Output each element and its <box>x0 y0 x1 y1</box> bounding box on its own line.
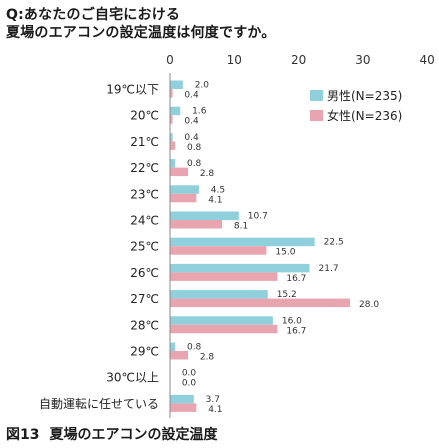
value-label-female: 4.1 <box>208 405 222 415</box>
bar-male <box>170 185 199 194</box>
legend-swatch-male <box>310 90 323 101</box>
question-title-line-2: 夏場のエアコンの設定温度は何度ですか。 <box>6 25 276 41</box>
value-label-male: 15.2 <box>277 290 297 300</box>
bar-male <box>170 342 176 351</box>
value-label-female: 0.4 <box>184 117 199 127</box>
bar-female <box>170 193 197 203</box>
figure-number: 図13 <box>6 427 40 443</box>
bar-female <box>170 141 176 150</box>
value-label-male: 0.0 <box>182 369 197 379</box>
bar-female <box>170 246 267 255</box>
category-label: 29℃ <box>130 345 159 359</box>
category-label: 20℃ <box>130 109 159 123</box>
value-label-male: 3.7 <box>206 395 220 405</box>
value-label-male: 4.5 <box>211 185 225 195</box>
category-label: 27℃ <box>130 292 159 306</box>
value-label-male: 0.4 <box>184 133 199 143</box>
value-label-female: 16.7 <box>286 274 306 284</box>
bar-male <box>170 211 239 220</box>
bar-female <box>170 220 223 229</box>
bar-male <box>170 237 315 247</box>
category-label: 26℃ <box>130 266 159 280</box>
category-label: 28℃ <box>130 318 159 332</box>
category-label: 24℃ <box>130 214 159 228</box>
legend-label-male: 男性(N=235) <box>327 89 402 103</box>
value-label-female: 8.1 <box>234 222 248 232</box>
x-tick-label: 0 <box>166 53 174 67</box>
value-label-female: 0.8 <box>187 143 202 153</box>
value-label-female: 0.4 <box>184 91 199 101</box>
x-tick-label: 20 <box>291 53 306 67</box>
value-label-male: 16.0 <box>282 316 302 326</box>
category-label: 21℃ <box>130 135 159 149</box>
bar-female <box>170 115 173 124</box>
question-title-line-1: Q:あなたのご自宅における <box>6 7 181 23</box>
bar-female <box>170 403 197 412</box>
value-label-male: 2.0 <box>195 81 210 91</box>
x-tick-label: 40 <box>420 53 435 67</box>
bar-female <box>170 167 189 177</box>
figure-caption-text: 夏場のエアコンの設定温度 <box>49 427 218 443</box>
value-label-male: 0.8 <box>187 343 202 353</box>
value-label-female: 16.7 <box>286 326 306 336</box>
bar-male <box>170 290 268 299</box>
bar-male <box>170 394 194 404</box>
category-label: 19℃以下 <box>106 83 159 97</box>
bar-male <box>170 106 181 116</box>
value-label-female: 0.0 <box>182 379 197 389</box>
value-label-female: 28.0 <box>359 300 379 310</box>
value-label-female: 2.8 <box>200 353 215 363</box>
x-tick-label: 10 <box>227 53 242 67</box>
category-label: 23℃ <box>130 187 159 201</box>
x-tick-label: 30 <box>355 53 370 67</box>
category-label: 自動運転に任せている <box>39 397 159 411</box>
value-label-female: 2.8 <box>200 169 215 179</box>
value-label-female: 15.0 <box>275 248 295 258</box>
value-label-male: 1.6 <box>192 107 207 117</box>
legend-swatch-female <box>310 110 323 121</box>
bar-female <box>170 351 189 360</box>
value-label-male: 22.5 <box>324 238 344 248</box>
bar-female <box>170 298 351 308</box>
category-label: 25℃ <box>130 240 159 254</box>
bar-male <box>170 132 173 142</box>
value-label-male: 21.7 <box>319 264 339 274</box>
bar-female <box>170 324 278 334</box>
category-label: 22℃ <box>130 161 159 175</box>
category-label: 30℃以上 <box>106 371 159 385</box>
bar-male <box>170 80 183 89</box>
bar-female <box>170 272 278 281</box>
bar-female <box>170 89 173 98</box>
bar-male <box>170 159 176 168</box>
value-label-male: 0.8 <box>187 159 202 169</box>
value-label-female: 4.1 <box>208 195 222 205</box>
bar-male <box>170 263 310 273</box>
value-label-male: 10.7 <box>248 212 268 222</box>
figure-caption: 図13 夏場のエアコンの設定温度 <box>6 424 227 444</box>
bar-male <box>170 316 273 325</box>
legend-label-female: 女性(N=236) <box>327 108 402 123</box>
